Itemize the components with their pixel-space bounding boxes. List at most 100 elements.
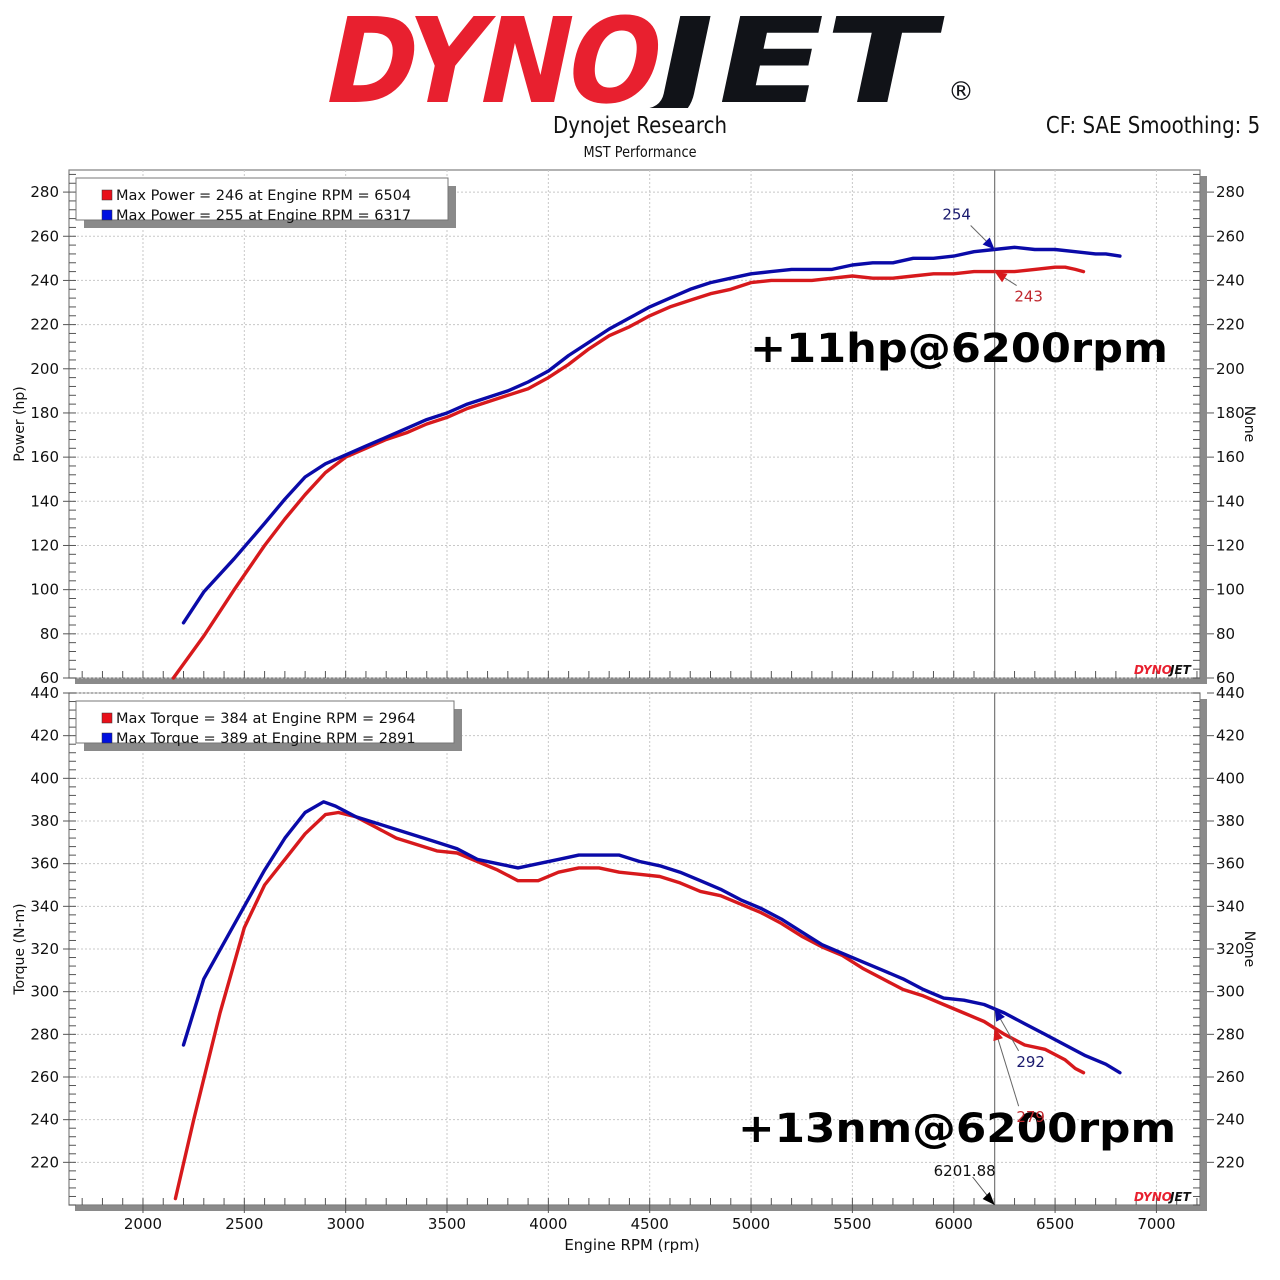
y-axis-label: Power (hp)	[12, 386, 28, 461]
x-axis-label: Engine RPM (rpm)	[564, 1236, 699, 1254]
y-tick-label: 180	[30, 404, 59, 422]
y-tick-label: 120	[30, 536, 59, 554]
y-tick-label: 160	[30, 448, 59, 466]
y-axis-label-right: None	[1241, 931, 1257, 968]
y-tick-label-right: 140	[1216, 492, 1245, 510]
series-run1-line	[171, 265, 1086, 680]
x-tick-label: 5000	[732, 1215, 770, 1233]
watermark-logo: DYNO	[1134, 663, 1172, 677]
legend-box	[75, 177, 449, 221]
y-tick-label-right: 80	[1216, 625, 1235, 643]
y-tick-label: 380	[30, 812, 59, 830]
y-tick-label: 260	[30, 227, 59, 245]
cursor-value-run1: 279	[1016, 1108, 1045, 1126]
y-tick-label-right: 180	[1216, 404, 1245, 422]
legend-entry: Max Power = 255 at Engine RPM = 6317	[116, 208, 411, 224]
svg-text:JET: JET	[1168, 1190, 1192, 1204]
y-tick-label-right: 360	[1216, 855, 1245, 873]
y-tick-label-right: 60	[1216, 669, 1235, 687]
legend-swatch	[101, 732, 113, 744]
x-tick-label: 2000	[124, 1215, 162, 1233]
legend-box	[75, 700, 455, 744]
legend-swatch	[101, 712, 113, 724]
y-tick-label: 280	[30, 183, 59, 201]
cursor-rpm-label: 6201.88	[934, 1162, 996, 1180]
y-axis-label-right: None	[1241, 406, 1257, 443]
svg-text:JET: JET	[1168, 663, 1192, 677]
y-tick-label-right: 200	[1216, 360, 1245, 378]
y-tick-label-right: 220	[1216, 316, 1245, 334]
x-tick-label: 4500	[631, 1215, 669, 1233]
y-tick-label-right: 320	[1216, 940, 1245, 958]
y-tick-label: 280	[30, 1025, 59, 1043]
cursor-value-run1: 243	[1014, 288, 1043, 306]
y-tick-label-right: 280	[1216, 1025, 1245, 1043]
y-tick-label-right: 240	[1216, 1111, 1245, 1129]
legend-swatch	[101, 189, 113, 201]
y-tick-label: 440	[30, 684, 59, 702]
y-tick-label: 260	[30, 1068, 59, 1086]
series-run2-line	[181, 245, 1122, 625]
watermark-logo: DYNO	[1134, 1190, 1172, 1204]
x-tick-label: 5500	[833, 1215, 871, 1233]
torque-chart: 220 220 240 240 260 260 280 280 300 300 320 320 340 3…	[12, 684, 1257, 1233]
y-tick-label-right: 120	[1216, 536, 1245, 554]
y-tick-label: 200	[30, 360, 59, 378]
y-axis-label: Torque (N-m)	[12, 903, 28, 995]
y-tick-label: 60	[40, 669, 59, 687]
legend-entry: Max Torque = 384 at Engine RPM = 2964	[116, 711, 416, 727]
y-tick-label-right: 440	[1216, 684, 1245, 702]
y-tick-label-right: 340	[1216, 897, 1245, 915]
legend-entry: Max Torque = 389 at Engine RPM = 2891	[116, 731, 416, 747]
y-tick-label: 320	[30, 940, 59, 958]
correction-settings: CF: SAE Smoothing: 5	[1045, 113, 1260, 139]
y-tick-label-right: 300	[1216, 983, 1245, 1001]
y-tick-label-right: 240	[1216, 271, 1245, 289]
dynojet-logo: DYNO JET ®	[313, 4, 974, 108]
y-tick-label: 420	[30, 727, 59, 745]
y-tick-label: 240	[30, 1111, 59, 1129]
series-run2-line	[181, 800, 1122, 1075]
series-run1-line	[173, 810, 1086, 1201]
y-tick-label: 220	[30, 1153, 59, 1171]
y-tick-label-right: 100	[1216, 581, 1245, 599]
y-tick-label: 100	[30, 581, 59, 599]
cursor-value-run2: 292	[1016, 1053, 1045, 1071]
y-tick-label-right: 260	[1216, 1068, 1245, 1086]
legend-swatch	[101, 209, 113, 221]
x-tick-label: 6000	[935, 1215, 973, 1233]
y-tick-label: 340	[30, 897, 59, 915]
y-tick-label-right: 380	[1216, 812, 1245, 830]
y-tick-label-right: 280	[1216, 183, 1245, 201]
y-tick-label: 220	[30, 316, 59, 334]
report-subtitle: MST Performance	[583, 143, 697, 161]
power-chart: 60 60 80 80 100 100 120 120 140 140 160 160 180 180 20…	[12, 169, 1257, 687]
y-tick-label: 240	[30, 271, 59, 289]
y-tick-label-right: 400	[1216, 769, 1245, 787]
x-tick-label: 7000	[1137, 1215, 1175, 1233]
gain-annotation: +13nm@6200rpm	[738, 1106, 1176, 1152]
registered-mark: ®	[948, 77, 974, 107]
cursor-value-run2: 254	[942, 205, 971, 223]
y-tick-label: 300	[30, 983, 59, 1001]
y-tick-label-right: 160	[1216, 448, 1245, 466]
y-tick-label-right: 220	[1216, 1153, 1245, 1171]
x-tick-label: 3000	[327, 1215, 365, 1233]
y-tick-label: 140	[30, 492, 59, 510]
gain-annotation: +11hp@6200rpm	[750, 326, 1168, 372]
logo-jet: JET	[632, 4, 951, 108]
logo-dyno: DYNO	[313, 4, 672, 108]
y-tick-label: 400	[30, 769, 59, 787]
x-tick-label: 2500	[225, 1215, 263, 1233]
y-tick-label: 360	[30, 855, 59, 873]
x-tick-label: 4000	[529, 1215, 567, 1233]
y-tick-label: 80	[40, 625, 59, 643]
x-tick-label: 6500	[1036, 1215, 1074, 1233]
y-tick-label-right: 420	[1216, 727, 1245, 745]
plot-area	[68, 169, 1201, 679]
legend-entry: Max Power = 246 at Engine RPM = 6504	[116, 188, 411, 204]
y-tick-label-right: 260	[1216, 227, 1245, 245]
report-title: Dynojet Research	[552, 113, 728, 139]
x-tick-label: 3500	[428, 1215, 466, 1233]
